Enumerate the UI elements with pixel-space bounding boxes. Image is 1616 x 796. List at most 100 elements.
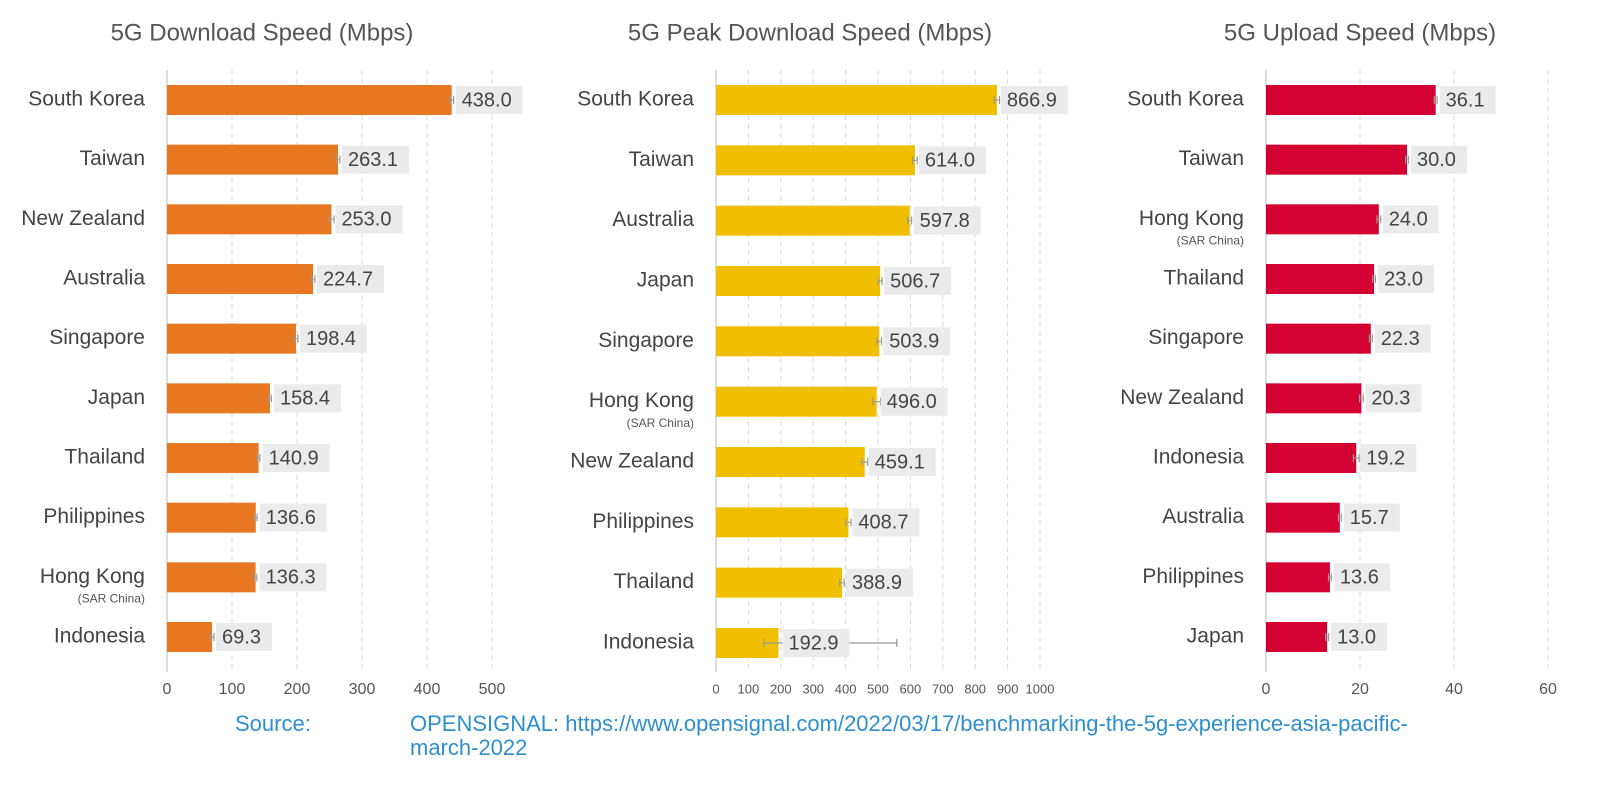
- bar: [1266, 85, 1436, 115]
- x-tick-label: 200: [770, 681, 792, 696]
- category-label: Thailand: [613, 570, 694, 593]
- value-label: 20.3: [1371, 388, 1410, 410]
- error-bar: [328, 215, 335, 224]
- value-label-box: [868, 448, 936, 476]
- category-label: Australia: [63, 267, 145, 290]
- value-label-box: [216, 623, 273, 651]
- value-label-box: [455, 86, 523, 114]
- value-label-box: [1382, 205, 1439, 234]
- category-label: Hong Kong: [40, 565, 145, 588]
- category-label: Thailand: [64, 446, 145, 469]
- value-label-box: [259, 563, 327, 592]
- x-tick-label: 1000: [1026, 681, 1055, 696]
- value-label-box: [884, 267, 952, 295]
- category-label: Australia: [1162, 505, 1244, 528]
- x-tick-label: 400: [835, 681, 857, 696]
- category-label: Australia: [612, 208, 694, 231]
- value-label: 136.3: [266, 567, 316, 589]
- value-label-box: [335, 205, 403, 234]
- bar: [167, 85, 452, 115]
- chart-title: 5G Download Speed (Mbps): [111, 19, 414, 46]
- value-label: 140.9: [269, 447, 319, 469]
- chart-title: 5G Peak Download Speed (Mbps): [628, 19, 992, 46]
- value-label: 408.7: [858, 512, 908, 534]
- x-tick-label: 20: [1351, 681, 1369, 698]
- category-label: Indonesia: [1153, 446, 1244, 469]
- category-note: (SAR China): [1177, 234, 1244, 248]
- value-label: 459.1: [875, 451, 925, 473]
- category-label: Philippines: [1142, 565, 1244, 588]
- value-label: 224.7: [323, 268, 373, 290]
- error-bar: [907, 216, 913, 225]
- bar: [167, 622, 213, 652]
- error-bar: [1325, 633, 1330, 641]
- value-label-box: [1343, 503, 1400, 532]
- category-label: Philippines: [43, 505, 145, 528]
- bar: [716, 386, 877, 417]
- value-label: 198.4: [306, 328, 356, 350]
- error-bar: [253, 573, 258, 582]
- bar: [167, 204, 332, 235]
- value-label-box: [342, 145, 410, 174]
- error-bar: [876, 337, 883, 346]
- category-label: Thailand: [1163, 267, 1244, 290]
- error-bar: [839, 578, 845, 587]
- error-bar: [209, 633, 215, 641]
- x-tick-label: 300: [349, 681, 376, 698]
- category-label: Japan: [88, 386, 145, 409]
- chart-title: 5G Upload Speed (Mbps): [1224, 19, 1496, 46]
- error-bar: [993, 96, 1001, 104]
- x-tick-label: 0: [163, 681, 172, 698]
- value-label-box: [846, 568, 914, 597]
- value-label-box: [913, 206, 981, 235]
- value-label: 597.8: [920, 210, 970, 232]
- value-label: 253.0: [341, 209, 391, 231]
- value-label: 69.3: [222, 626, 261, 648]
- category-note: (SAR China): [78, 592, 145, 606]
- category-label: Singapore: [1148, 326, 1244, 349]
- category-label: Hong Kong: [589, 389, 694, 412]
- x-tick-label: 40: [1445, 681, 1463, 698]
- value-label: 388.9: [852, 572, 902, 594]
- x-tick-label: 400: [414, 681, 441, 698]
- error-bar: [335, 155, 341, 164]
- error-bar: [310, 275, 316, 283]
- error-bar: [268, 394, 272, 403]
- category-label: Indonesia: [54, 625, 145, 648]
- error-bar: [1358, 394, 1364, 403]
- value-label-box: [259, 503, 327, 532]
- bar: [1266, 622, 1328, 652]
- value-label-box: [317, 265, 385, 293]
- value-label-box: [852, 508, 920, 537]
- value-label: 503.9: [889, 331, 939, 353]
- value-label-box: [782, 629, 850, 657]
- x-tick-label: 900: [997, 681, 1019, 696]
- x-tick-label: 300: [802, 681, 824, 696]
- error-bar: [912, 156, 918, 165]
- bar: [716, 447, 865, 477]
- value-label-box: [1439, 86, 1496, 114]
- value-label: 496.0: [887, 391, 937, 413]
- error-bar: [1368, 334, 1373, 343]
- error-bar: [1327, 573, 1332, 582]
- bar: [716, 507, 849, 538]
- bar: [167, 144, 339, 175]
- category-label: South Korea: [577, 88, 694, 111]
- category-label: Taiwan: [629, 148, 694, 171]
- error-bar: [1372, 275, 1377, 283]
- category-label: New Zealand: [1120, 386, 1244, 409]
- value-label: 136.6: [266, 507, 316, 529]
- x-tick-label: 0: [1262, 681, 1271, 698]
- error-bar: [845, 518, 852, 527]
- value-label-box: [1378, 265, 1435, 293]
- error-bar: [877, 277, 883, 285]
- value-label: 30.0: [1417, 149, 1456, 171]
- value-label-box: [880, 387, 948, 416]
- category-label: Singapore: [598, 329, 694, 352]
- category-label: New Zealand: [570, 450, 694, 473]
- value-label-box: [1411, 145, 1467, 174]
- value-label: 13.0: [1337, 626, 1376, 648]
- value-label-box: [262, 444, 330, 472]
- category-note: (SAR China): [627, 416, 694, 430]
- bar: [1266, 502, 1340, 533]
